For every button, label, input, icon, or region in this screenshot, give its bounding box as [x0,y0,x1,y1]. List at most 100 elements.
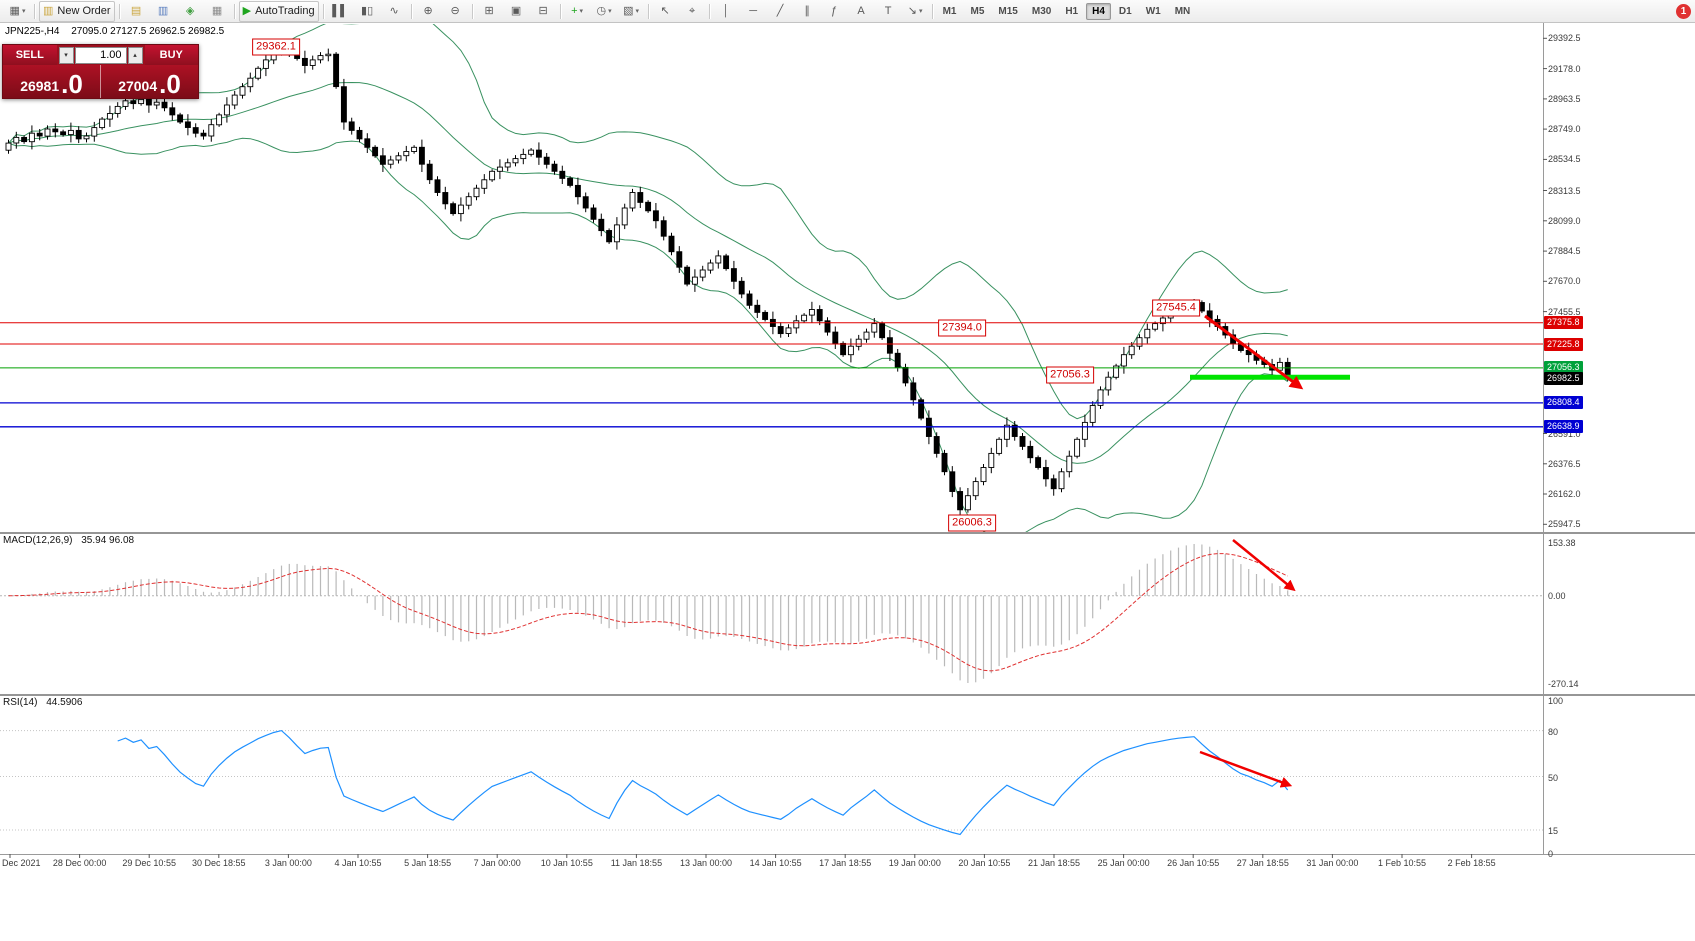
zoom-in-button[interactable]: ⊕ [415,1,442,22]
dropdown-caret-icon: ▾ [918,8,923,15]
crosshair-icon: ⌖ [688,4,696,17]
buy-price[interactable]: 27004 .0 [101,65,198,98]
volume-decrease-button[interactable]: ▾ [58,46,74,64]
cursor-button[interactable]: ↖ [652,1,679,22]
toolbar-separator [931,3,933,19]
fibonacci-button[interactable]: ƒ [821,1,848,22]
new-order-icon: ▥ [43,4,54,17]
line-chart-icon: ∿ [389,4,399,17]
dropdown-caret-icon: ▾ [635,8,640,15]
arrows-tool-button[interactable]: ↘ ▾ [902,1,929,22]
cascade-windows-icon: ▣ [510,4,522,17]
new-chart-icon: ▦ [9,4,20,17]
trendline-icon: ╱ [776,4,784,17]
navigator-icon: ◈ [185,4,195,17]
trend-arrow[interactable] [1232,539,1296,592]
sell-price-pips: .0 [61,68,83,99]
trendline-button[interactable]: ╱ [767,1,794,22]
autotrading-button[interactable]: ▶ AutoTrading [238,0,319,22]
tile-windows-button[interactable]: ⊞ [476,1,503,22]
macd-pane [0,544,1543,683]
arrows-tool-icon: ↘ [907,4,917,17]
market-watch-button[interactable]: ▤ [123,1,150,22]
timeframe-m1-button[interactable]: M1 [942,5,957,17]
channel-icon: ∥ [804,4,810,17]
sell-button[interactable]: SELL [3,45,57,65]
vertical-line-icon: │ [722,4,730,17]
tile-windows-icon: ⊞ [484,4,494,17]
template-icon: ▧ [623,4,634,17]
text-button[interactable]: A [848,1,875,22]
arrange-windows-icon: ⊟ [538,4,548,17]
timeframe-m30-button[interactable]: M30 [1031,5,1052,17]
sell-price-main: 26981 [20,78,60,94]
dropdown-caret-icon: ▾ [21,8,26,15]
toolbar-separator [322,3,324,19]
trend-arrow[interactable] [1204,314,1304,390]
timeframe-m15-button[interactable]: M15 [998,5,1018,17]
terminal-button[interactable]: ▦ [204,1,231,22]
bollinger-bands [8,24,1288,533]
vertical-line-button[interactable]: │ [713,1,740,22]
volume-increase-button[interactable]: ▴ [127,46,143,64]
add-indicator-icon: + [571,4,578,17]
crosshair-button[interactable]: ⌖ [679,1,706,22]
new-order-button[interactable]: ▥ New Order [39,0,115,22]
terminal-icon: ▦ [211,4,223,17]
horizontal-line-button[interactable]: ─ [740,1,767,22]
sell-price[interactable]: 26981 .0 [3,65,101,98]
candlestick-chart-button[interactable]: ▮▯ [354,1,381,22]
new-chart-button[interactable]: ▦ ▾ [4,1,31,22]
line-chart-button[interactable]: ∿ [381,1,408,22]
dropdown-caret-icon: ▾ [579,8,584,15]
trend-arrow[interactable] [1199,750,1293,788]
autotrading-button-label: AutoTrading [255,5,315,17]
zoom-out-button[interactable]: ⊖ [442,1,469,22]
cascade-windows-button[interactable]: ▣ [503,1,530,22]
template-button[interactable]: ▧ ▾ [618,1,645,22]
text-icon: A [857,4,865,17]
timeframe-d1-button[interactable]: D1 [1118,5,1132,17]
timeframe-m5-button[interactable]: M5 [970,5,985,17]
navigator-button[interactable]: ◈ [177,1,204,22]
data-window-icon: ▥ [157,4,169,17]
notifications-badge[interactable]: 1 [1676,3,1691,19]
new-order-button-label: New Order [57,5,111,17]
toolbar-separator [471,3,473,19]
toolbar-separator [647,3,649,19]
candles-series [5,42,1291,516]
timeframe-w1-button[interactable]: W1 [1145,5,1161,17]
volume-input[interactable] [74,46,127,64]
one-click-trading-panel: SELL ▾ ▴ BUY 26981 .0 27004 .0 [2,44,199,99]
timeframe-mn-button[interactable]: MN [1174,5,1191,17]
bar-chart-button[interactable]: ▌▌ [327,1,354,22]
horizontal-line-icon: ─ [749,4,757,17]
volume-control: ▾ ▴ [57,46,145,64]
trade-panel-top-row: SELL ▾ ▴ BUY [3,45,198,65]
fibonacci-icon: ƒ [831,4,838,17]
period-button[interactable]: ◷ ▾ [591,1,618,22]
timeframe-h1-button[interactable]: H1 [1065,5,1079,17]
toolbar-buttons: ▦ ▾ ▥ New Order ▤ ▥ ◈ ▦ ▶ AutoTrading ▌▌ ▮▯ ∿ ⊕ ⊖ ⊞ ▣ ⊟ + ▾… [4,0,936,22]
zoom-in-icon: ⊕ [423,4,433,17]
text-label-button[interactable]: T [875,1,902,22]
period-icon: ◷ [596,4,607,17]
bar-chart-icon: ▌▌ [332,4,348,17]
autotrading-icon: ▶ [242,4,252,17]
horizontal-level-lines[interactable] [0,322,1543,428]
text-label-icon: T [884,4,892,17]
buy-button[interactable]: BUY [144,45,198,65]
main-toolbar: ▦ ▾ ▥ New Order ▤ ▥ ◈ ▦ ▶ AutoTrading ▌▌ ▮▯ ∿ ⊕ ⊖ ⊞ ▣ ⊟ + ▾… [0,0,1695,23]
dropdown-caret-icon: ▾ [608,8,612,15]
add-indicator-button[interactable]: + ▾ [564,1,591,22]
rsi-pane [0,729,1543,836]
timeframe-h4-button[interactable]: H4 [1086,2,1111,20]
channel-button[interactable]: ∥ [794,1,821,22]
arrange-windows-button[interactable]: ⊟ [530,1,557,22]
buy-price-pips: .0 [159,68,181,99]
toolbar-separator [559,3,561,19]
data-window-button[interactable]: ▥ [150,1,177,22]
timeframe-group: M1 M5 M15 M30 H1 H4 D1 W1 MN [936,0,1198,22]
candlestick-chart-icon: ▮▯ [361,4,374,17]
